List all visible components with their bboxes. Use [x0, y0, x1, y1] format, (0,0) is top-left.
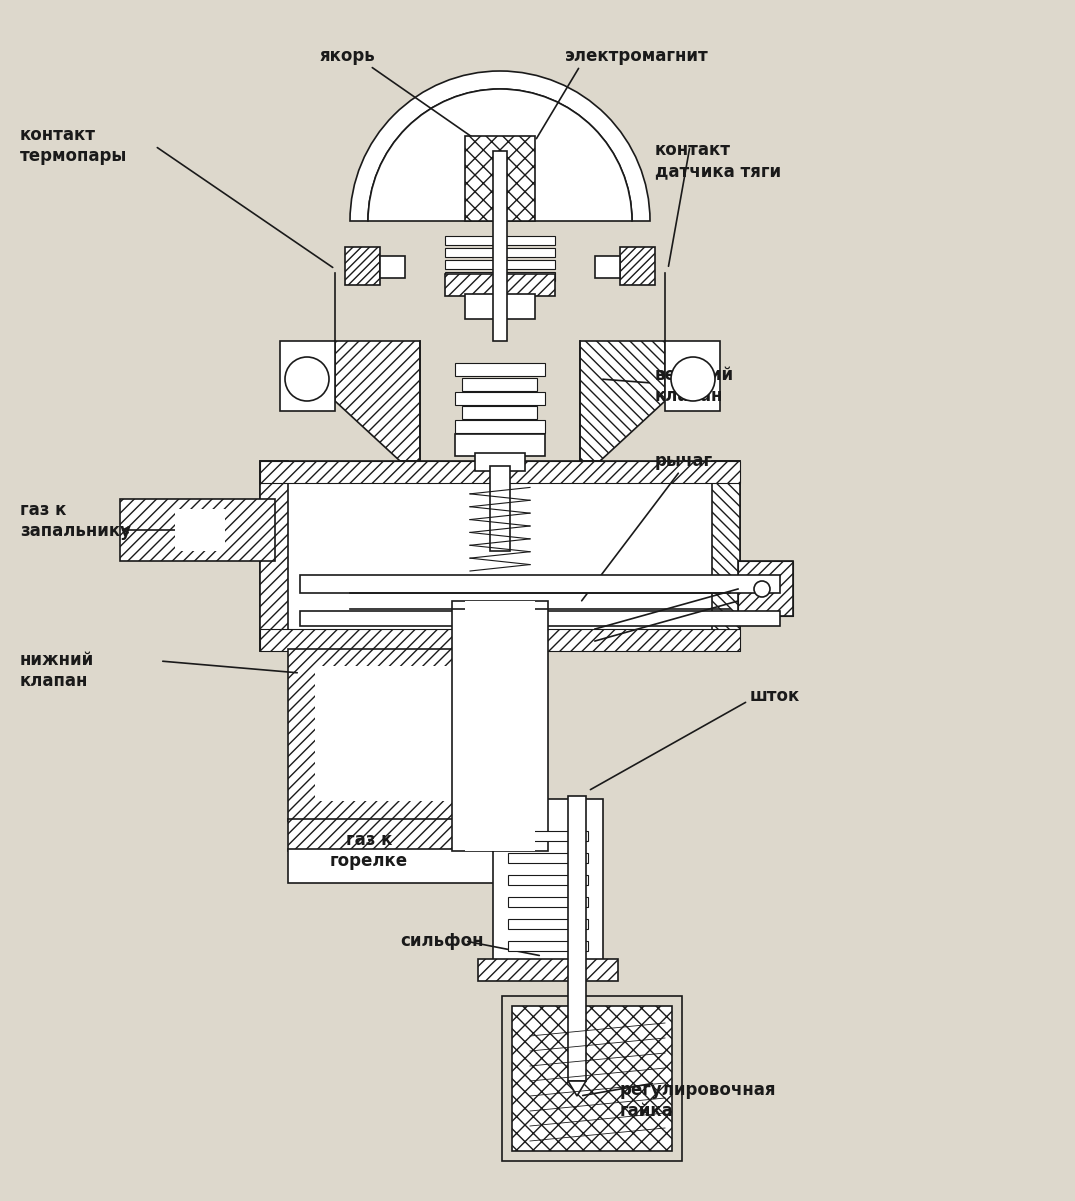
- Text: контакт
датчика тяги: контакт датчика тяги: [655, 141, 782, 180]
- Polygon shape: [335, 341, 420, 461]
- Bar: [260, 461, 740, 483]
- Bar: [452, 600, 548, 852]
- Bar: [445, 271, 555, 281]
- Polygon shape: [280, 341, 335, 411]
- Bar: [490, 466, 510, 551]
- Bar: [465, 136, 535, 221]
- Bar: [175, 509, 225, 551]
- Bar: [465, 600, 535, 852]
- Bar: [288, 649, 538, 821]
- Text: рычаг: рычаг: [655, 452, 713, 470]
- Text: контакт
термопары: контакт термопары: [20, 126, 127, 165]
- Bar: [512, 1006, 672, 1151]
- Bar: [620, 247, 655, 285]
- Circle shape: [754, 581, 770, 597]
- Bar: [739, 561, 793, 616]
- Wedge shape: [368, 89, 632, 221]
- Bar: [445, 259, 555, 269]
- Bar: [260, 629, 740, 651]
- Polygon shape: [568, 1081, 586, 1097]
- Bar: [508, 831, 588, 841]
- Bar: [502, 996, 682, 1161]
- Polygon shape: [665, 341, 720, 411]
- Bar: [594, 256, 620, 277]
- Bar: [288, 819, 512, 852]
- Bar: [493, 151, 507, 341]
- Wedge shape: [350, 71, 650, 221]
- Bar: [462, 406, 538, 419]
- Bar: [568, 796, 586, 1081]
- Bar: [493, 799, 603, 961]
- Circle shape: [285, 357, 329, 401]
- Bar: [445, 237, 555, 245]
- Bar: [465, 294, 535, 319]
- Bar: [508, 942, 588, 951]
- Text: якорь: якорь: [320, 47, 376, 65]
- Bar: [508, 853, 588, 864]
- Text: регулировочная
гайка: регулировочная гайка: [620, 1081, 776, 1119]
- Bar: [379, 256, 405, 277]
- Bar: [455, 434, 545, 456]
- Bar: [345, 247, 379, 285]
- Bar: [455, 392, 545, 405]
- Bar: [508, 919, 588, 930]
- Text: нижний
клапан: нижний клапан: [20, 651, 95, 689]
- Bar: [315, 667, 510, 801]
- Bar: [120, 498, 275, 561]
- Circle shape: [671, 357, 715, 401]
- Bar: [739, 561, 793, 616]
- Bar: [445, 247, 555, 257]
- Bar: [455, 363, 545, 376]
- Polygon shape: [580, 341, 665, 461]
- Bar: [462, 378, 538, 392]
- Bar: [288, 849, 512, 883]
- Text: шток: шток: [750, 687, 800, 705]
- Bar: [478, 960, 618, 981]
- Text: верхний
клапан: верхний клапан: [655, 366, 734, 405]
- Text: электромагнит: электромагнит: [565, 47, 708, 65]
- Text: газ к
запальнику: газ к запальнику: [20, 501, 131, 539]
- Bar: [508, 897, 588, 907]
- Bar: [445, 274, 555, 295]
- Bar: [508, 876, 588, 885]
- Text: газ к
горелке: газ к горелке: [330, 831, 408, 870]
- Text: сильфон: сильфон: [400, 932, 484, 950]
- Bar: [260, 461, 740, 651]
- Bar: [475, 453, 525, 471]
- Bar: [260, 461, 288, 651]
- Bar: [300, 575, 780, 593]
- Bar: [300, 611, 780, 626]
- Bar: [712, 461, 740, 651]
- Bar: [455, 420, 545, 434]
